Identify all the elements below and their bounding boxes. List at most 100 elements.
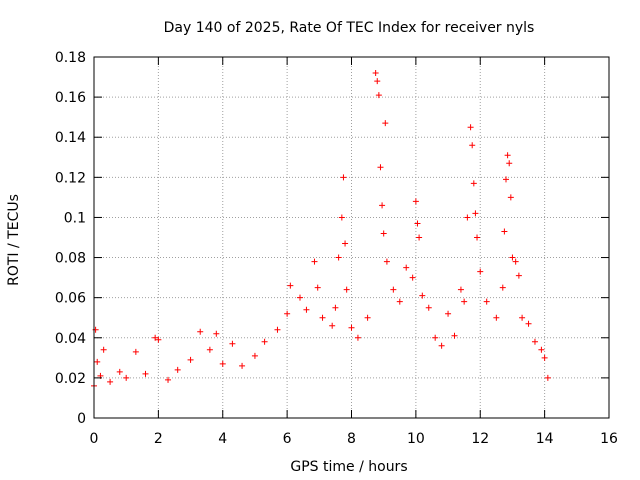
data-point-marker	[403, 264, 410, 271]
y-tick-label: 0.1	[64, 210, 86, 226]
data-point-marker	[483, 298, 490, 305]
x-tick-label: 4	[218, 431, 227, 447]
data-point-marker	[509, 254, 516, 261]
data-point-marker	[379, 202, 386, 209]
data-point-marker	[519, 314, 526, 321]
data-point-marker	[206, 346, 213, 353]
data-point-marker	[474, 234, 481, 241]
data-point-marker	[383, 258, 390, 265]
data-point-marker	[499, 284, 506, 291]
x-tick-label: 2	[154, 431, 163, 447]
data-point-marker	[123, 374, 130, 381]
data-point-marker	[239, 362, 246, 369]
data-point-marker	[538, 346, 545, 353]
data-point-marker	[314, 284, 321, 291]
data-point-marker	[445, 310, 452, 317]
data-point-marker	[507, 194, 514, 201]
data-point-marker	[396, 298, 403, 305]
data-point-marker	[354, 334, 361, 341]
x-tick-label: 16	[600, 431, 618, 447]
data-point-marker	[303, 306, 310, 313]
data-point-marker	[544, 374, 551, 381]
data-point-marker	[525, 320, 532, 327]
data-point-marker	[132, 348, 139, 355]
plot-frame	[93, 56, 610, 419]
y-tick-label: 0.08	[55, 251, 86, 267]
data-point-marker	[501, 228, 508, 235]
y-axis-label: ROTI / TECUs	[6, 194, 22, 286]
data-point-marker	[374, 78, 381, 85]
data-point-marker	[287, 282, 294, 289]
data-point-marker	[342, 240, 349, 247]
data-point-marker	[335, 254, 342, 261]
data-point-marker	[107, 378, 114, 385]
data-point-marker	[343, 286, 350, 293]
data-point-marker	[197, 328, 204, 335]
data-point-marker	[340, 174, 347, 181]
y-tick-label: 0.14	[55, 130, 86, 146]
x-tick-label: 12	[471, 431, 489, 447]
data-point-marker	[464, 214, 471, 221]
data-point-marker	[409, 274, 416, 281]
y-tick-label: 0.16	[55, 90, 86, 106]
data-point-marker	[425, 304, 432, 311]
data-point-marker	[412, 198, 419, 205]
data-point-marker	[467, 124, 474, 131]
data-point-marker	[531, 338, 538, 345]
data-point-marker	[332, 304, 339, 311]
data-point-marker	[165, 376, 172, 383]
data-point-marker	[470, 180, 477, 187]
data-point-marker	[297, 294, 303, 301]
data-point-marker	[152, 334, 159, 341]
data-point-marker	[338, 214, 345, 221]
y-tick-label: 0.12	[55, 170, 86, 186]
x-tick-label: 10	[407, 431, 425, 447]
y-tick-label: 0.06	[55, 291, 86, 307]
data-point-marker	[515, 272, 522, 279]
data-point-marker	[506, 160, 513, 167]
data-point-marker	[348, 324, 355, 331]
data-point-marker	[461, 298, 468, 305]
data-point-marker	[142, 370, 149, 377]
y-tick-label: 0.18	[55, 50, 86, 66]
data-point-marker	[274, 326, 281, 333]
data-point-marker	[493, 314, 500, 321]
data-point-marker	[187, 356, 194, 363]
data-point-marker	[372, 70, 379, 77]
y-tick-label: 0.02	[55, 371, 86, 387]
data-point-marker	[261, 338, 268, 345]
x-tick-label: 6	[283, 431, 292, 447]
x-axis-label: GPS time / hours	[290, 459, 407, 475]
data-point-marker	[116, 368, 123, 375]
data-point-marker	[375, 92, 382, 99]
data-point-marker	[364, 314, 371, 321]
data-point-marker	[414, 220, 421, 227]
data-point-marker	[416, 234, 423, 241]
y-tick-label: 0	[77, 411, 86, 427]
data-point-marker	[451, 332, 458, 339]
data-point-marker	[213, 330, 220, 337]
x-tick-label: 8	[347, 431, 356, 447]
data-point-marker	[251, 352, 258, 359]
data-point-marker	[100, 346, 107, 353]
data-point-marker	[311, 258, 318, 265]
data-point-marker	[319, 314, 326, 321]
data-point-marker	[94, 358, 101, 365]
data-point-marker	[155, 336, 162, 343]
data-point-marker	[174, 366, 181, 373]
data-point-marker	[469, 142, 476, 149]
data-point-marker	[457, 286, 464, 293]
data-point-marker	[472, 210, 479, 217]
data-points	[91, 70, 551, 389]
y-tick-label: 0.04	[55, 331, 86, 347]
data-point-marker	[419, 292, 426, 299]
chart-title: Day 140 of 2025, Rate Of TEC Index for r…	[164, 20, 535, 36]
axis-ticks: 0 0.02 0.04 0.06 0.08 0.1 0.12 0.14 0.16 0.18 0 2 4 6…	[55, 50, 618, 447]
data-point-marker	[541, 354, 548, 361]
data-point-marker	[329, 322, 336, 329]
x-tick-label: 0	[90, 431, 99, 447]
data-point-marker	[284, 310, 291, 317]
data-point-marker	[512, 258, 519, 265]
data-point-marker	[503, 176, 509, 183]
data-point-marker	[504, 152, 511, 159]
